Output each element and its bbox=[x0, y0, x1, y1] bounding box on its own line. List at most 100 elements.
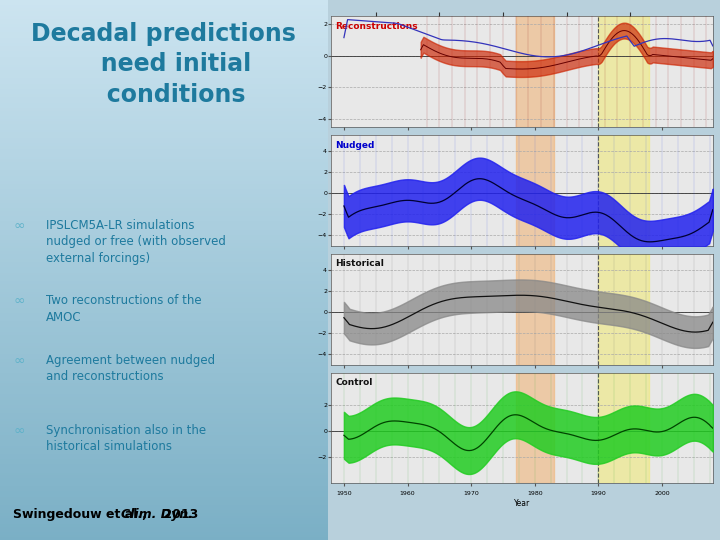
Bar bbox=[0, 232, 328, 235]
Bar bbox=[0, 510, 328, 513]
Bar bbox=[0, 305, 328, 308]
Bar bbox=[0, 143, 328, 146]
Bar bbox=[0, 310, 328, 313]
Text: Swingedouw et al.,: Swingedouw et al., bbox=[13, 508, 151, 521]
Bar bbox=[0, 235, 328, 238]
Bar bbox=[0, 284, 328, 286]
Bar bbox=[0, 57, 328, 59]
Bar bbox=[0, 27, 328, 30]
Bar bbox=[0, 22, 328, 24]
Bar bbox=[0, 192, 328, 194]
Bar bbox=[0, 194, 328, 197]
Bar bbox=[0, 238, 328, 240]
Bar bbox=[0, 178, 328, 181]
Bar bbox=[0, 375, 328, 378]
Bar bbox=[0, 70, 328, 73]
Bar bbox=[598, 135, 649, 246]
Bar bbox=[0, 302, 328, 305]
Bar bbox=[0, 508, 328, 510]
Bar bbox=[0, 346, 328, 348]
Bar bbox=[0, 197, 328, 200]
Bar bbox=[0, 289, 328, 292]
Bar bbox=[0, 54, 328, 57]
Bar bbox=[0, 308, 328, 310]
Bar bbox=[0, 43, 328, 46]
Bar bbox=[0, 273, 328, 275]
Bar bbox=[516, 135, 554, 246]
Bar bbox=[0, 416, 328, 418]
Bar bbox=[516, 254, 554, 364]
Bar bbox=[0, 267, 328, 270]
Bar bbox=[0, 259, 328, 262]
Bar bbox=[0, 140, 328, 143]
Text: Nudged: Nudged bbox=[335, 140, 374, 150]
Bar bbox=[0, 170, 328, 173]
Text: ∞: ∞ bbox=[13, 424, 24, 438]
Bar bbox=[0, 462, 328, 464]
Bar bbox=[598, 16, 649, 127]
Bar bbox=[0, 446, 328, 448]
Bar bbox=[0, 97, 328, 100]
Text: ∞: ∞ bbox=[13, 294, 24, 308]
Bar bbox=[0, 394, 328, 397]
Bar bbox=[0, 537, 328, 540]
Bar bbox=[0, 321, 328, 324]
Text: Clim. Dyn.: Clim. Dyn. bbox=[121, 508, 193, 521]
Bar bbox=[0, 176, 328, 178]
Text: 2013: 2013 bbox=[159, 508, 198, 521]
Bar bbox=[0, 324, 328, 327]
Bar bbox=[0, 148, 328, 151]
Bar bbox=[0, 62, 328, 65]
Bar bbox=[0, 481, 328, 483]
Bar bbox=[0, 224, 328, 227]
Bar bbox=[0, 518, 328, 521]
Bar bbox=[0, 81, 328, 84]
Bar bbox=[0, 332, 328, 335]
Bar bbox=[0, 49, 328, 51]
Bar bbox=[0, 475, 328, 478]
Bar bbox=[0, 278, 328, 281]
Bar bbox=[0, 402, 328, 405]
Bar bbox=[0, 254, 328, 256]
Bar bbox=[0, 383, 328, 386]
Bar bbox=[0, 113, 328, 116]
Bar bbox=[0, 76, 328, 78]
Bar bbox=[0, 364, 328, 367]
Bar bbox=[0, 329, 328, 332]
Bar bbox=[0, 11, 328, 14]
Bar bbox=[0, 494, 328, 497]
Text: Reconstructions: Reconstructions bbox=[335, 22, 418, 31]
Bar bbox=[0, 381, 328, 383]
Text: ∞: ∞ bbox=[13, 219, 24, 233]
Bar bbox=[0, 502, 328, 505]
Bar bbox=[0, 89, 328, 92]
Bar bbox=[0, 389, 328, 392]
Bar bbox=[0, 40, 328, 43]
Bar bbox=[0, 46, 328, 49]
Bar bbox=[0, 351, 328, 354]
Bar bbox=[0, 483, 328, 486]
Bar bbox=[0, 205, 328, 208]
Bar bbox=[0, 270, 328, 273]
Bar bbox=[0, 459, 328, 462]
Bar bbox=[0, 227, 328, 229]
Bar bbox=[0, 292, 328, 294]
Bar bbox=[0, 262, 328, 265]
Bar bbox=[0, 208, 328, 211]
Bar bbox=[516, 16, 554, 127]
Bar bbox=[0, 138, 328, 140]
Bar bbox=[0, 24, 328, 27]
Text: IPSLCM5A-LR simulations
nudged or free (with observed
external forcings): IPSLCM5A-LR simulations nudged or free (… bbox=[46, 219, 226, 265]
Bar bbox=[0, 92, 328, 94]
Bar bbox=[0, 297, 328, 300]
Bar bbox=[0, 162, 328, 165]
Bar bbox=[0, 103, 328, 105]
Text: Historical: Historical bbox=[335, 259, 384, 268]
Bar bbox=[0, 472, 328, 475]
Bar bbox=[0, 78, 328, 81]
Bar bbox=[0, 281, 328, 284]
Bar bbox=[0, 348, 328, 351]
Bar bbox=[0, 513, 328, 516]
Bar bbox=[0, 124, 328, 127]
Bar bbox=[0, 294, 328, 297]
